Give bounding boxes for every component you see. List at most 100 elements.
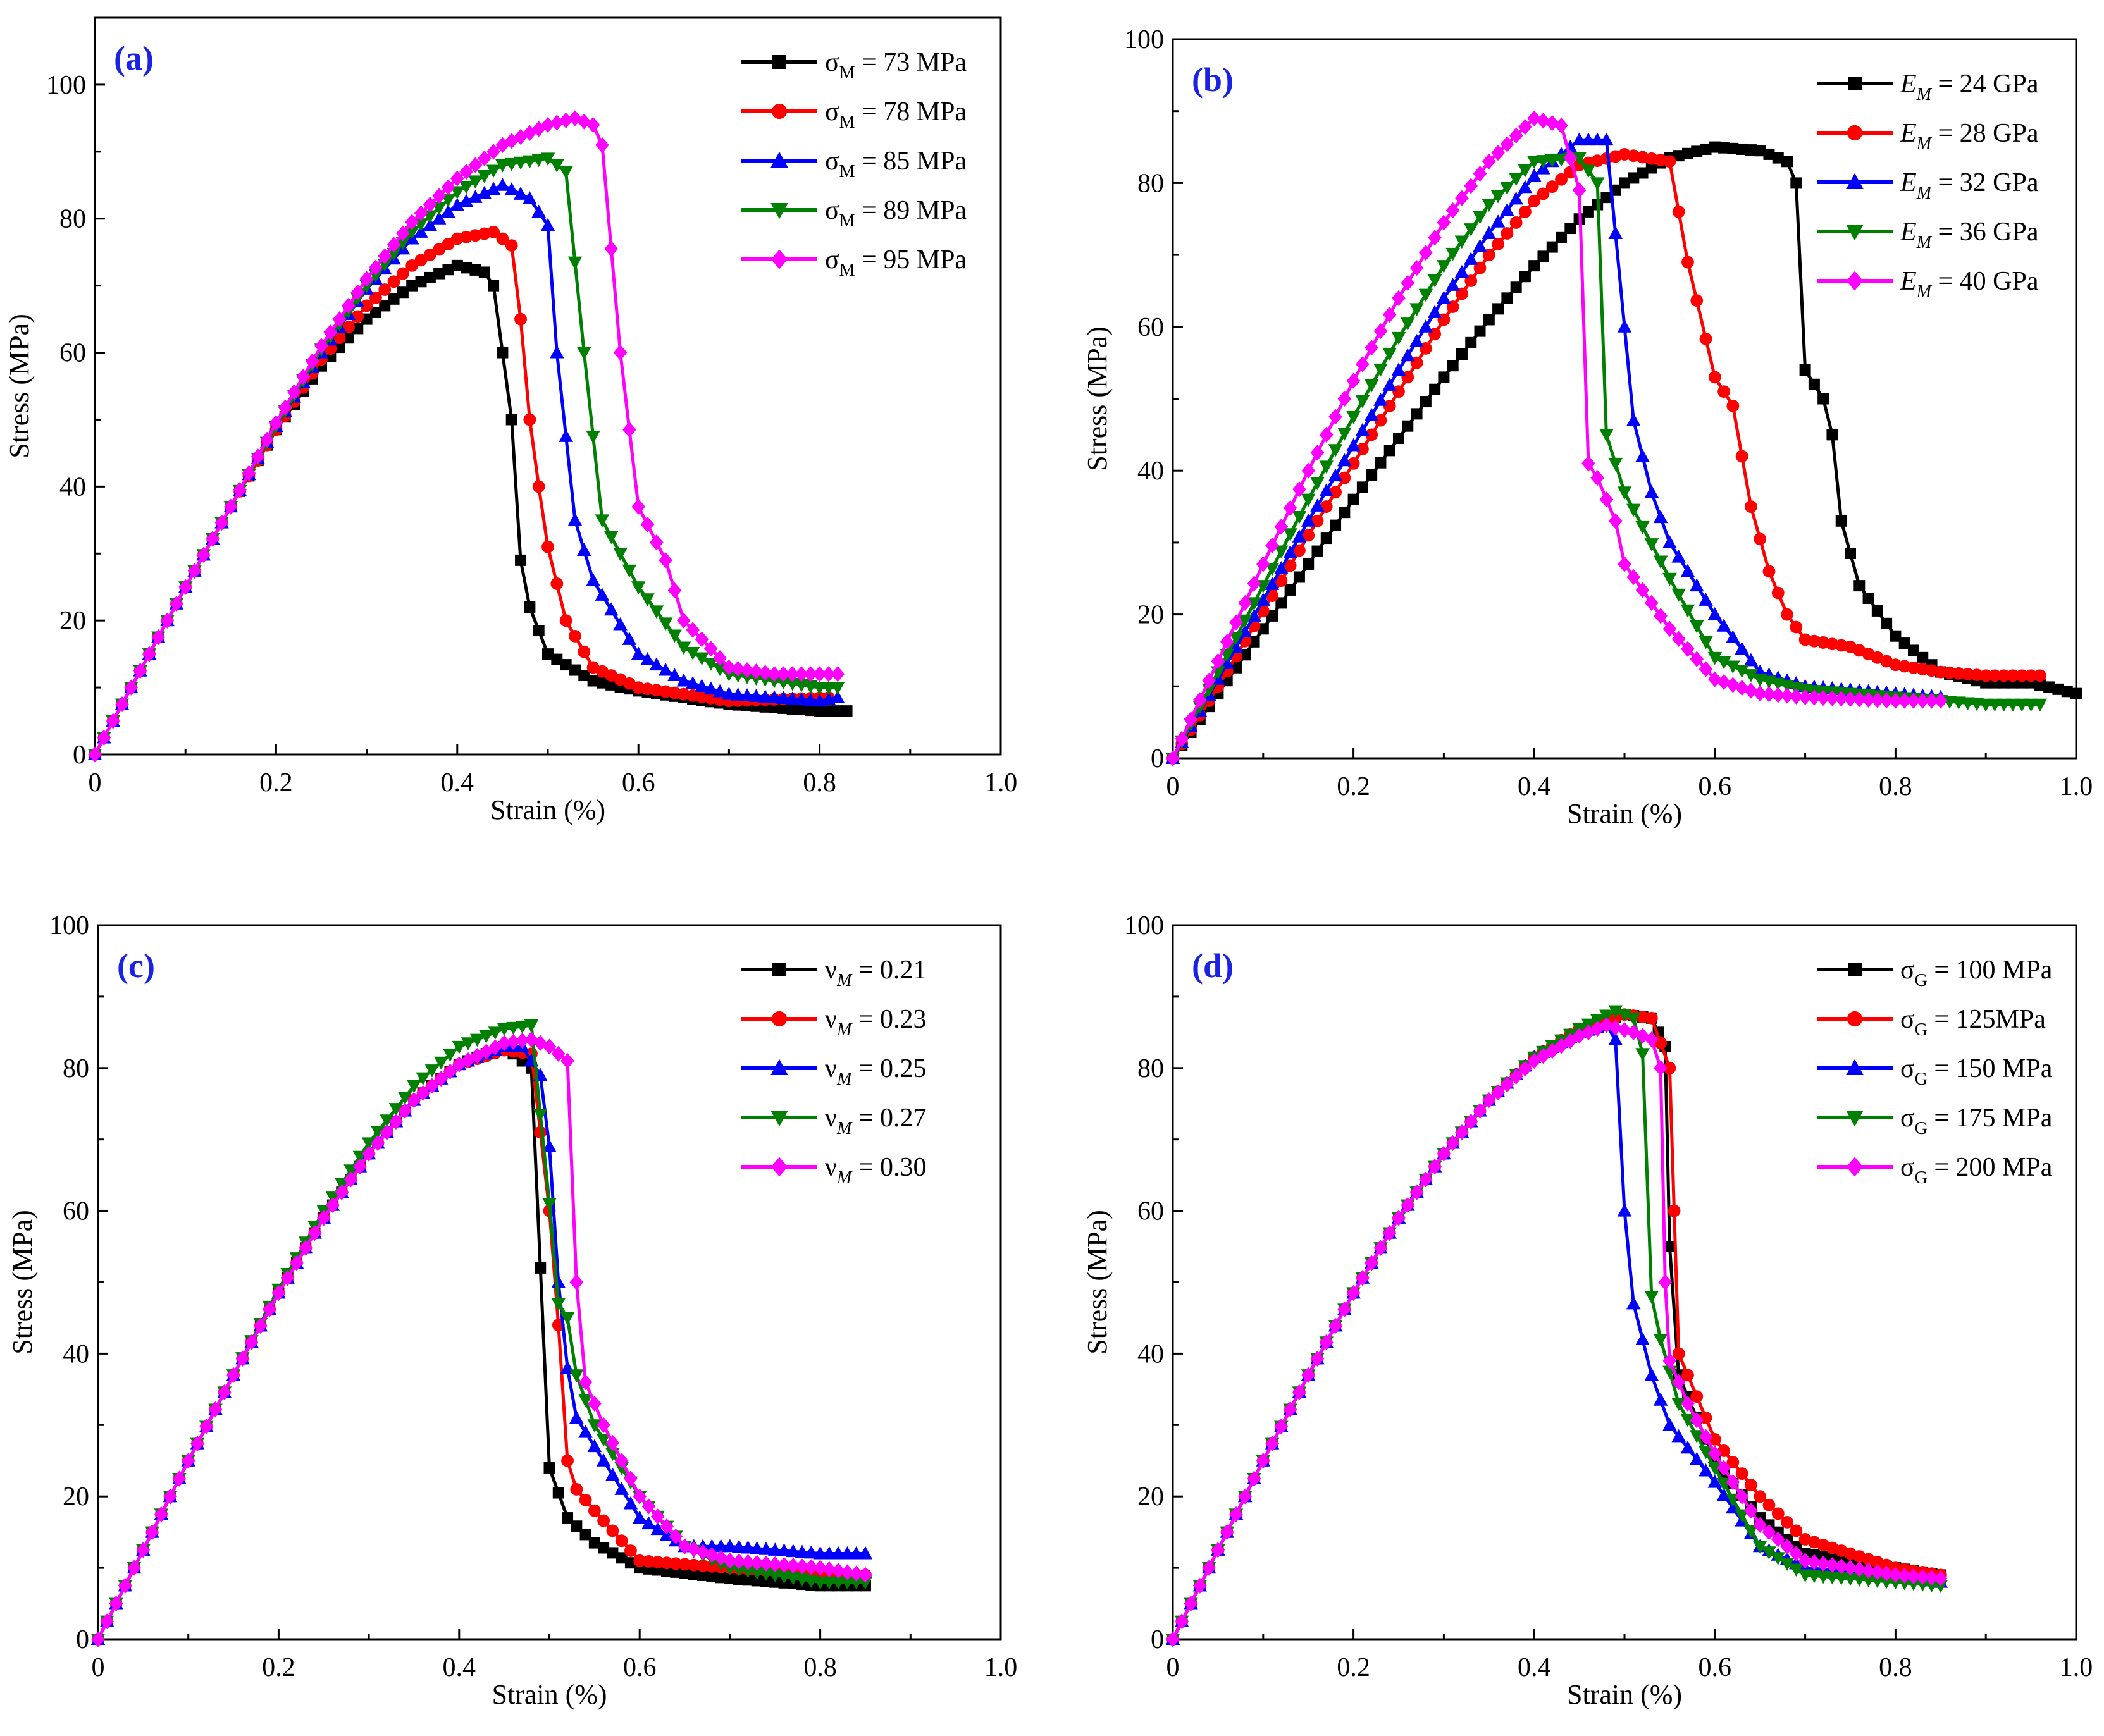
data-point (1365, 340, 1378, 356)
data-point (1644, 1291, 1659, 1304)
y-tick-label: 60 (59, 339, 86, 368)
data-point (596, 677, 608, 689)
data-point (1310, 1350, 1325, 1367)
data-point (830, 690, 845, 703)
data-point (479, 1043, 493, 1060)
data-point (414, 254, 428, 267)
data-point (1492, 303, 1504, 315)
data-point (1763, 148, 1775, 160)
data-point (1599, 429, 1614, 443)
data-point (1319, 483, 1334, 497)
data-point (1617, 1009, 1632, 1022)
data-point (495, 178, 510, 191)
data-point (1526, 156, 1542, 169)
data-point (849, 1546, 863, 1560)
data-point (459, 180, 474, 194)
x-axis-label: Strain (%) (490, 794, 605, 825)
data-point (624, 1470, 638, 1487)
data-point (424, 1064, 440, 1078)
data-point (1817, 393, 1829, 405)
x-tick-label: 1.0 (984, 1653, 1018, 1682)
data-point (1292, 529, 1307, 543)
data-point (1427, 274, 1442, 288)
legend-label: EM = 40 GPa (1900, 267, 2039, 302)
legend-marker (1847, 125, 1863, 141)
data-point (1490, 190, 1506, 204)
data-point (631, 498, 645, 515)
data-point (342, 297, 356, 314)
data-point (388, 1103, 404, 1116)
data-point (1527, 1052, 1541, 1069)
x-tick-label: 0.2 (259, 768, 293, 797)
data-point (758, 1542, 774, 1555)
data-point (542, 1139, 557, 1152)
data-point (91, 1631, 105, 1647)
data-point (398, 1102, 412, 1119)
data-point (1409, 1184, 1424, 1200)
data-point (1545, 115, 1559, 132)
data-point (371, 1135, 385, 1151)
data-point (1681, 1369, 1694, 1382)
data-point (603, 602, 619, 616)
data-point (233, 482, 247, 498)
data-point (1663, 1061, 1676, 1074)
series-5 (1166, 110, 1948, 766)
data-point (1465, 336, 1477, 348)
data-point (2034, 679, 2046, 691)
data-point (1519, 205, 1532, 218)
data-point (1328, 1317, 1342, 1334)
data-point (433, 243, 446, 256)
y-tick-label: 0 (1151, 1625, 1164, 1654)
data-point (1418, 288, 1433, 302)
data-point (1319, 1334, 1334, 1350)
data-point (676, 641, 691, 655)
data-point (813, 1576, 827, 1590)
x-tick-label: 0.6 (622, 768, 655, 797)
data-point (614, 1453, 629, 1469)
data-point (1789, 1563, 1804, 1577)
panel-label: (b) (1192, 61, 1234, 99)
data-point (251, 448, 265, 465)
data-point (1626, 1296, 1641, 1310)
data-point (316, 1210, 331, 1226)
data-point (1691, 145, 1703, 157)
data-point (660, 1518, 674, 1535)
data-point (812, 666, 827, 682)
data-point (794, 692, 809, 706)
data-point (487, 226, 500, 238)
data-point (441, 194, 455, 207)
data-point (1871, 692, 1884, 708)
data-point (415, 276, 427, 288)
data-point (669, 1528, 683, 1545)
data-point (2005, 698, 2020, 712)
data-point (1825, 1556, 1840, 1573)
data-point (296, 369, 311, 385)
data-point (459, 194, 474, 207)
data-point (598, 1542, 610, 1554)
data-point (1771, 1531, 1785, 1548)
y-tick-label: 100 (1124, 911, 1164, 940)
data-point (1735, 1488, 1749, 1505)
data-point (1907, 693, 1921, 709)
x-tick-label: 0.4 (1518, 772, 1551, 801)
data-point (1762, 1524, 1776, 1541)
data-point (1752, 1541, 1767, 1554)
data-point (605, 1467, 620, 1481)
data-point (352, 323, 364, 335)
data-point (1283, 545, 1297, 558)
data-point (190, 1436, 204, 1452)
data-point (1500, 202, 1514, 216)
data-point (795, 704, 807, 716)
series-1 (92, 1040, 871, 1645)
y-tick-label: 60 (1137, 1197, 1164, 1226)
data-point (1834, 691, 1848, 707)
data-point (695, 652, 709, 666)
data-point (1418, 319, 1433, 333)
y-tick-label: 100 (1124, 25, 1164, 54)
data-point (1356, 1270, 1370, 1286)
data-point (1175, 1613, 1189, 1630)
data-point (1961, 668, 1974, 680)
data-point (714, 1539, 728, 1553)
data-point (1310, 445, 1325, 461)
data-point (551, 1298, 566, 1312)
